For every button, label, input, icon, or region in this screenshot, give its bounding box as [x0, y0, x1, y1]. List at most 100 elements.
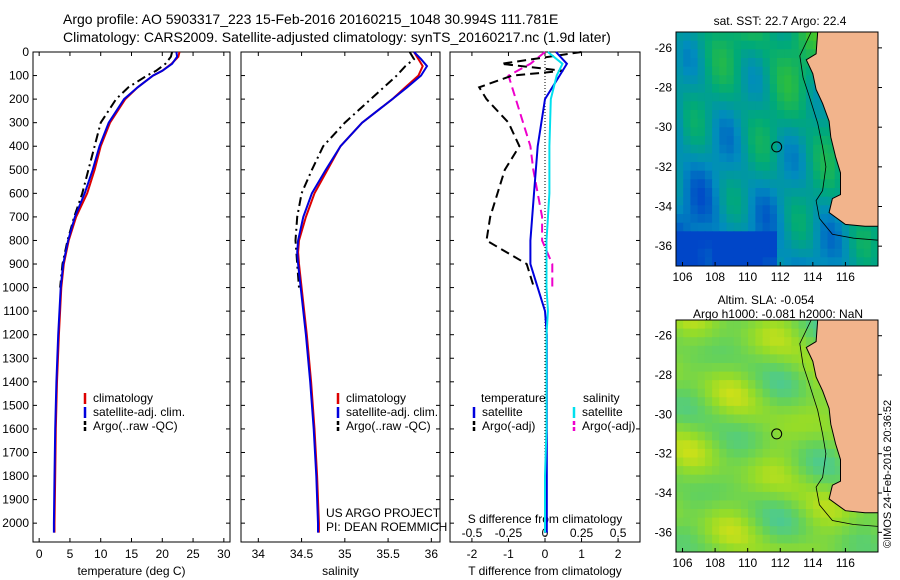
- map-cell: [697, 257, 706, 266]
- map-cell: [676, 543, 684, 552]
- map-cell: [740, 320, 749, 330]
- map-cell: [791, 40, 800, 50]
- map-cell: [805, 40, 814, 50]
- map-cell: [748, 32, 756, 42]
- map-cell: [704, 534, 713, 544]
- map-cell: [762, 214, 771, 224]
- x-tick-label: 10: [94, 547, 108, 561]
- map-cell: [870, 222, 878, 232]
- map-cell: [712, 423, 720, 433]
- map-cell: [834, 222, 843, 232]
- map-cell: [755, 231, 764, 241]
- map-cell: [690, 127, 699, 137]
- map-cell: [820, 517, 829, 527]
- map-cell: [762, 543, 771, 552]
- map-cell: [791, 84, 800, 94]
- map-cell: [755, 405, 764, 416]
- map-cell: [733, 222, 742, 232]
- map-cell: [740, 127, 749, 137]
- map-cell: [762, 491, 771, 502]
- map-cell: [719, 110, 728, 120]
- map-cell: [798, 214, 807, 224]
- map-cell: [820, 188, 829, 198]
- map-cell: [813, 448, 821, 459]
- depth-tick-label: 500: [9, 163, 29, 177]
- map-cell: [791, 222, 800, 232]
- map-cell: [748, 320, 756, 330]
- map-cell: [748, 517, 756, 527]
- x-tick-label: -2: [467, 547, 478, 561]
- map-cell: [791, 320, 800, 330]
- map-cell: [712, 66, 720, 76]
- map-cell: [784, 345, 792, 355]
- map-cell: [827, 162, 836, 172]
- map-cell: [798, 110, 807, 120]
- map-cell: [676, 371, 684, 381]
- map-cell: [791, 534, 800, 544]
- map-cell: [704, 431, 713, 441]
- map-cell: [726, 257, 735, 266]
- map-cell: [690, 474, 699, 484]
- map-cell: [762, 423, 771, 433]
- map-cell: [777, 363, 785, 373]
- map-cell: [762, 414, 771, 424]
- map-cell: [719, 371, 728, 381]
- map-cell: [805, 222, 814, 232]
- map-cell: [726, 500, 735, 510]
- map-cell: [762, 457, 771, 467]
- map-cell: [690, 162, 699, 172]
- map-cell: [726, 222, 735, 232]
- map-cell: [755, 162, 764, 172]
- map-cell: [820, 397, 829, 407]
- x-tick-label: 20: [156, 547, 170, 561]
- depth-tick-label: 300: [9, 116, 29, 130]
- map-cell: [820, 414, 829, 424]
- s-diff-tick-label: 0.5: [610, 526, 627, 540]
- map-cell: [733, 257, 742, 266]
- map-cell: [798, 118, 807, 128]
- map-cell: [719, 144, 728, 154]
- map-cell: [798, 483, 807, 493]
- map-cell: [726, 534, 735, 544]
- map-cell: [813, 188, 821, 198]
- map-cell: [820, 405, 829, 416]
- x-tick-label: 25: [186, 547, 200, 561]
- map-lon-label: 110: [738, 270, 757, 284]
- map-cell: [798, 534, 807, 544]
- map-cell: [683, 162, 691, 172]
- map-cell: [726, 345, 735, 355]
- map-cell: [676, 188, 684, 198]
- map-cell: [813, 136, 821, 146]
- map-cell: [690, 188, 699, 198]
- map-cell: [726, 153, 735, 163]
- map-cell: [733, 196, 742, 206]
- map-cell: [841, 248, 850, 258]
- map-lon-label: 108: [705, 556, 725, 570]
- map-cell: [683, 75, 691, 85]
- map-cell: [712, 517, 720, 527]
- map-cell: [762, 240, 771, 250]
- map-cell: [719, 248, 728, 258]
- map-cell: [683, 517, 691, 527]
- map-cell: [813, 196, 821, 206]
- map-cell: [755, 153, 764, 163]
- map-cell: [683, 144, 691, 154]
- map-cell: [834, 543, 843, 552]
- map-cell: [784, 49, 792, 59]
- map-cell: [719, 448, 728, 459]
- legend-climatology-label: climatology: [346, 391, 406, 405]
- map-cell: [726, 144, 735, 154]
- map-cell: [769, 431, 778, 441]
- map-cell: [712, 371, 720, 381]
- map-cell: [820, 240, 829, 250]
- map-cell: [697, 440, 706, 450]
- map-cell: [784, 534, 792, 544]
- map-cell: [784, 40, 792, 50]
- map-cell: [748, 84, 756, 94]
- map-cell: [712, 214, 720, 224]
- map-cell: [719, 509, 728, 519]
- map-cell: [813, 214, 821, 224]
- map-cell: [827, 466, 836, 476]
- depth-tick-label: 1500: [2, 398, 29, 412]
